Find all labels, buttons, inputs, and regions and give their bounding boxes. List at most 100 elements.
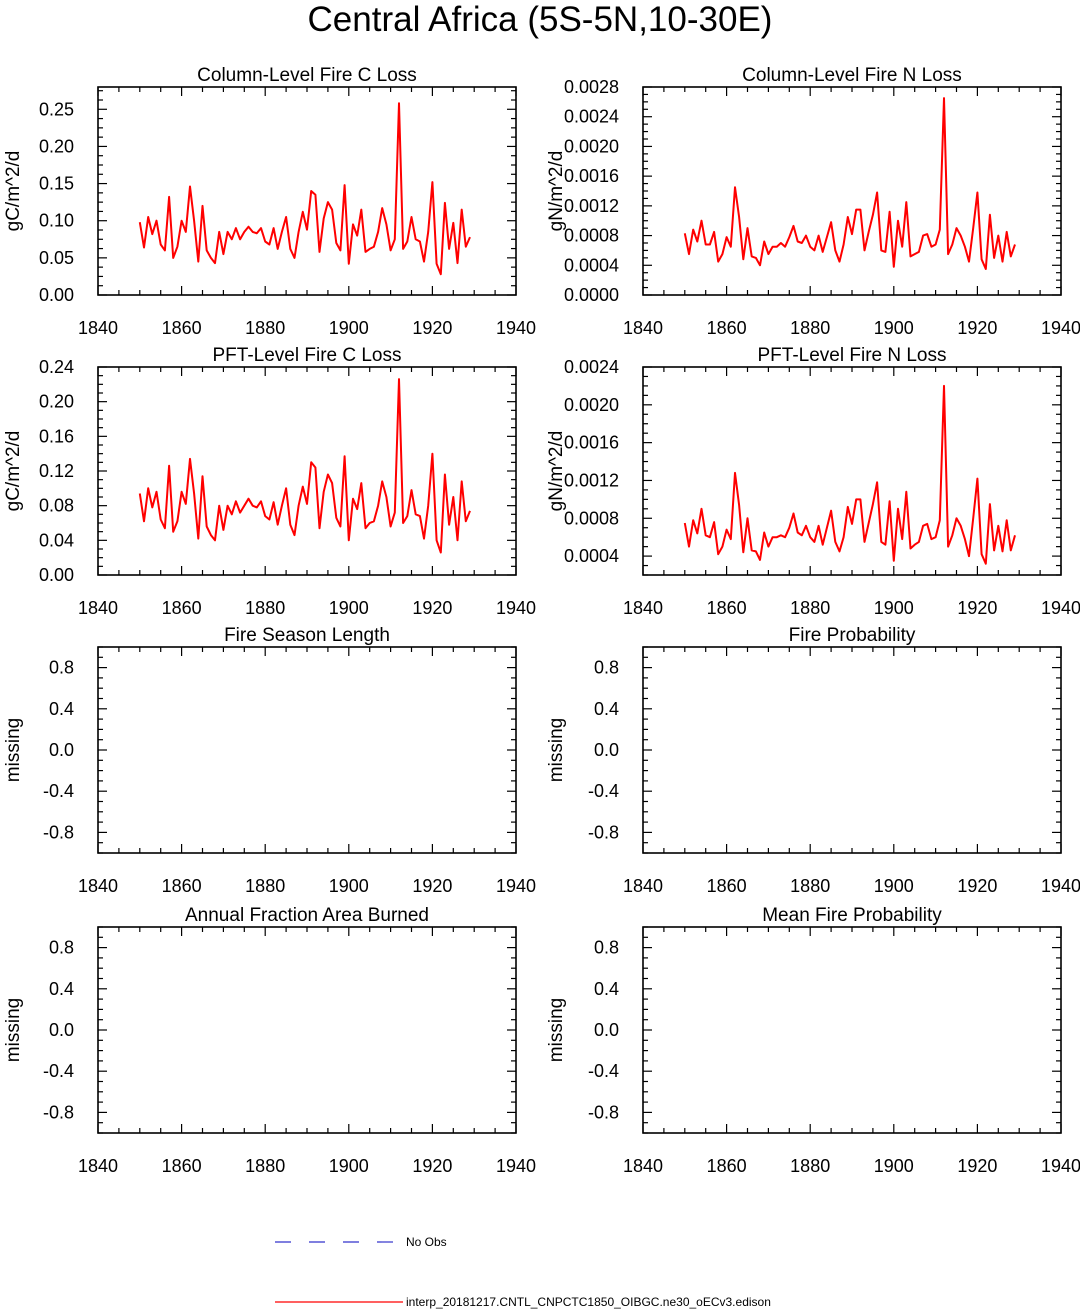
x-tick-label: 1860 <box>162 318 202 338</box>
y-tick-label: 0.0004 <box>564 255 619 275</box>
page-title: Central Africa (5S-5N,10-30E) <box>307 0 773 39</box>
y-tick-label: 0.0016 <box>564 166 619 186</box>
y-tick-label: -0.4 <box>588 781 619 801</box>
x-tick-label: 1880 <box>245 318 285 338</box>
x-tick-label: 1860 <box>707 876 747 896</box>
x-tick-label: 1900 <box>329 318 369 338</box>
x-tick-label: 1840 <box>623 876 663 896</box>
plot-frame <box>642 646 1062 854</box>
x-tick-label: 1880 <box>790 318 830 338</box>
y-tick-label: -0.4 <box>43 781 74 801</box>
plot-frame <box>97 926 517 1134</box>
x-tick-label: 1920 <box>957 598 997 618</box>
y-axis-label: gC/m^2/d <box>3 431 24 512</box>
x-tick-label: 1860 <box>707 1156 747 1176</box>
x-tick-label: 1860 <box>162 598 202 618</box>
x-tick-label: 1940 <box>496 598 536 618</box>
plot-frame <box>642 86 1062 296</box>
x-tick-label: 1900 <box>329 876 369 896</box>
y-axis-label: missing <box>546 718 567 782</box>
y-axis-label: missing <box>3 998 24 1062</box>
series-line-1 <box>138 102 471 276</box>
y-tick-label: 0.0028 <box>564 77 619 97</box>
x-tick-label: 1860 <box>707 598 747 618</box>
y-axis-label: gC/m^2/d <box>3 151 24 232</box>
x-tick-label: 1880 <box>790 598 830 618</box>
x-tick-label: 1860 <box>707 318 747 338</box>
y-tick-label: -0.4 <box>43 1061 74 1081</box>
panel-title: Column-Level Fire C Loss <box>197 65 417 86</box>
y-tick-label: 0.05 <box>39 248 74 268</box>
plot-frame <box>97 86 517 296</box>
y-axis-label: gN/m^2/d <box>546 431 567 512</box>
x-tick-label: 1920 <box>412 1156 452 1176</box>
plot-frame <box>97 366 517 576</box>
x-tick-label: 1900 <box>874 1156 914 1176</box>
x-tick-label: 1880 <box>790 876 830 896</box>
x-tick-label: 1840 <box>78 598 118 618</box>
x-tick-label: 1840 <box>623 318 663 338</box>
y-tick-label: 0.4 <box>49 979 74 999</box>
x-tick-label: 1940 <box>496 1156 536 1176</box>
x-tick-label: 1880 <box>245 876 285 896</box>
y-tick-label: 0.0016 <box>564 433 619 453</box>
y-tick-label: 0.4 <box>594 979 619 999</box>
x-tick-label: 1840 <box>78 1156 118 1176</box>
panel-7: 1840 1860 1880 1900 1920 1940 -0.8 -0.4 0.0 0.4 0.… <box>3 905 536 1176</box>
plot-frame <box>642 926 1062 1134</box>
y-tick-label: 0.0000 <box>564 285 619 305</box>
y-tick-label: 0.0012 <box>564 470 619 490</box>
x-tick-label: 1940 <box>1041 598 1080 618</box>
series-line-1 <box>138 378 471 554</box>
panel-title: PFT-Level Fire N Loss <box>758 345 947 366</box>
x-tick-label: 1900 <box>874 876 914 896</box>
x-tick-label: 1920 <box>412 876 452 896</box>
y-axis-label: gN/m^2/d <box>546 151 567 232</box>
y-tick-label: 0.0 <box>594 1020 619 1040</box>
y-tick-label: 0.0024 <box>564 357 619 377</box>
panel-2: 1840 1860 1880 1900 1920 1940 0.0000 0.0004 0.00… <box>546 65 1080 338</box>
y-tick-label: 0.0020 <box>564 136 619 156</box>
x-tick-label: 1920 <box>957 318 997 338</box>
x-tick-label: 1920 <box>957 1156 997 1176</box>
plot-frame <box>97 646 517 854</box>
x-tick-label: 1940 <box>496 318 536 338</box>
x-tick-label: 1880 <box>245 1156 285 1176</box>
series-line-1 <box>683 97 1016 270</box>
legend-obs-label: No Obs <box>406 1235 447 1249</box>
panel-1: 1840 1860 1880 1900 1920 1940 0.00 0.05 0.10 0.15… <box>3 65 536 338</box>
y-tick-label: 0.8 <box>49 938 74 958</box>
y-axis-label: missing <box>546 998 567 1062</box>
y-tick-label: 0.00 <box>39 565 74 585</box>
y-tick-label: 0.8 <box>594 658 619 678</box>
y-tick-label: 0.8 <box>594 938 619 958</box>
y-tick-label: 0.0012 <box>564 196 619 216</box>
panel-4: 1840 1860 1880 1900 1920 1940 0.0004 0.0008 0.00… <box>546 345 1080 618</box>
x-tick-label: 1840 <box>78 318 118 338</box>
series-line-1 <box>683 384 1016 565</box>
x-tick-label: 1880 <box>790 1156 830 1176</box>
x-tick-label: 1900 <box>874 598 914 618</box>
y-tick-label: 0.4 <box>594 699 619 719</box>
x-tick-label: 1940 <box>1041 876 1080 896</box>
y-tick-label: 0.4 <box>49 699 74 719</box>
y-tick-label: 0.15 <box>39 174 74 194</box>
panel-title: PFT-Level Fire C Loss <box>213 345 402 366</box>
y-tick-label: -0.8 <box>588 1102 619 1122</box>
y-tick-label: -0.4 <box>588 1061 619 1081</box>
panel-5: 1840 1860 1880 1900 1920 1940 -0.8 -0.4 0.0 0.4 0.… <box>3 625 536 896</box>
panel-title: Mean Fire Probability <box>762 905 942 926</box>
y-tick-label: 0.0024 <box>564 107 619 127</box>
x-tick-label: 1900 <box>329 1156 369 1176</box>
y-tick-label: 0.12 <box>39 461 74 481</box>
y-tick-label: 0.16 <box>39 426 74 446</box>
x-tick-label: 1920 <box>412 598 452 618</box>
y-tick-label: 0.0020 <box>564 395 619 415</box>
y-tick-label: 0.20 <box>39 136 74 156</box>
x-tick-label: 1900 <box>874 318 914 338</box>
x-tick-label: 1920 <box>957 876 997 896</box>
y-tick-label: 0.08 <box>39 496 74 516</box>
x-tick-label: 1940 <box>496 876 536 896</box>
